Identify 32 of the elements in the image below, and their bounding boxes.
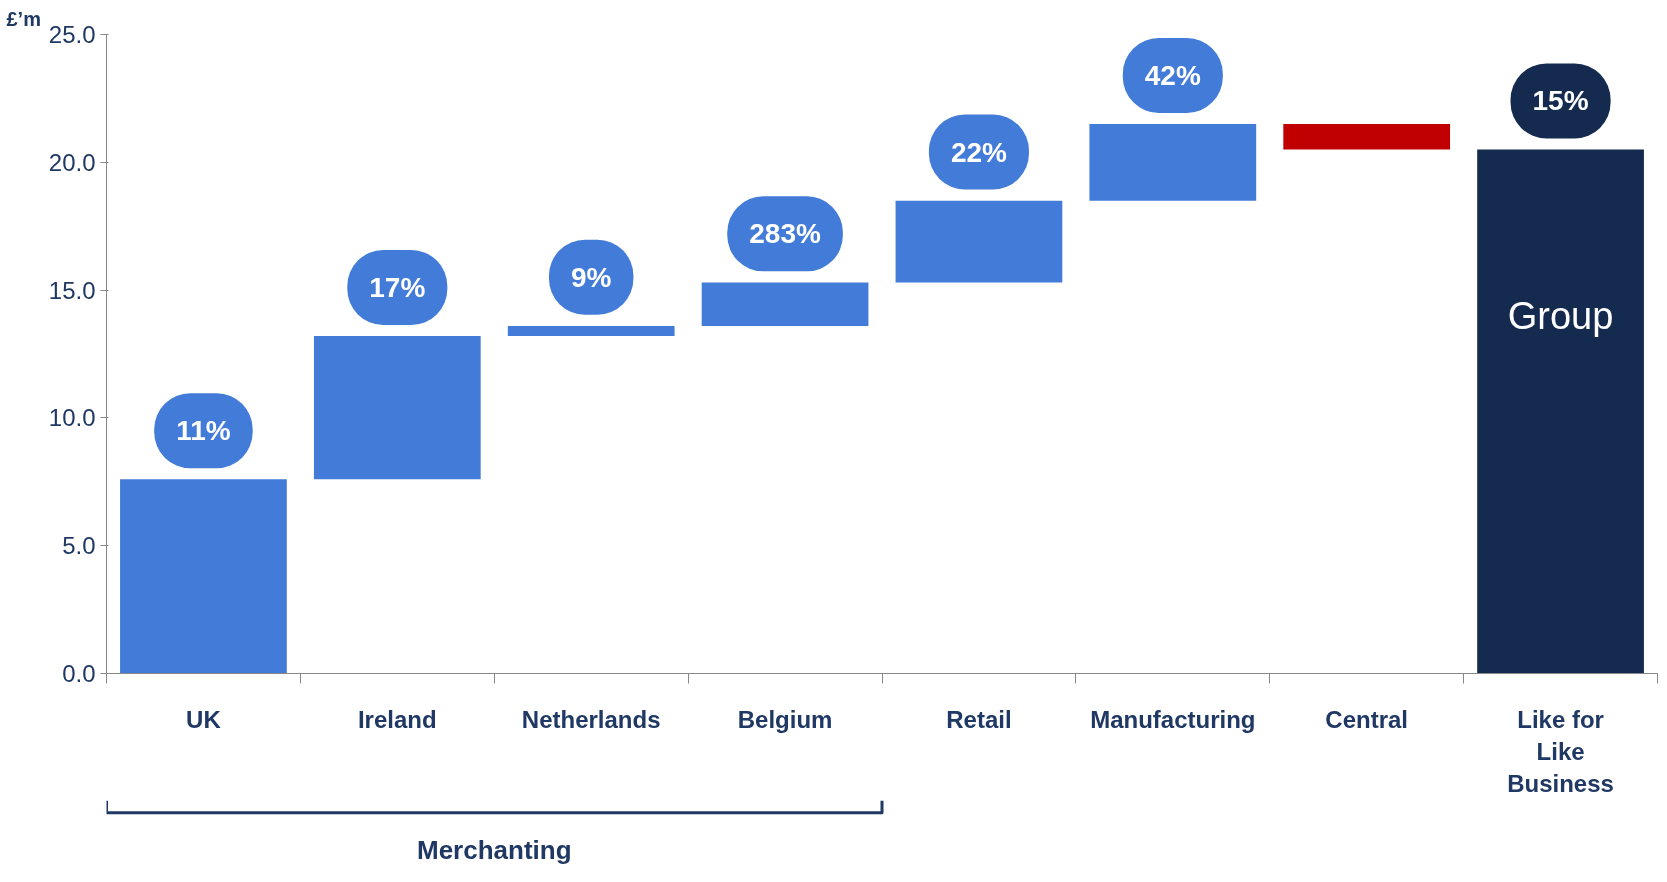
y-axis-title: £’m (6, 7, 41, 30)
annotation: 22% (950, 136, 1008, 168)
text: Merchanting (416, 834, 572, 865)
y-tick-label: 5.0 (62, 532, 96, 560)
x-tick-label: Retail (946, 705, 1012, 733)
bar (1477, 149, 1644, 674)
annotation: 11% (176, 415, 231, 447)
x-tick-label: UK (186, 705, 222, 733)
bar (701, 282, 869, 326)
bar (120, 479, 287, 674)
annotation: Group (1507, 294, 1614, 337)
bar (895, 200, 1063, 283)
y-tick-label: 25.0 (48, 21, 96, 48)
bar (1283, 123, 1451, 150)
bar (507, 325, 675, 337)
annotation: 42% (1144, 59, 1201, 91)
x-tick-label: Ireland (357, 705, 437, 733)
x-tick-label: Manufacturing (1090, 705, 1256, 733)
y-tick-label: 10.0 (48, 404, 96, 432)
annotation: 17% (369, 272, 426, 304)
annotation: 9% (570, 261, 612, 293)
bar (1089, 123, 1257, 201)
x-tick-label: Netherlands (521, 705, 661, 733)
y-tick-label: 20.0 (48, 148, 96, 176)
y-tick-label: 0.0 (62, 660, 96, 687)
y-tick-label: 15.0 (48, 276, 96, 304)
x-tick-label: Belgium (737, 705, 833, 733)
annotation: 283% (749, 218, 821, 250)
annotation: 15% (1532, 85, 1589, 117)
x-tick-label: Like for Like Business (1507, 705, 1614, 798)
bar (313, 336, 481, 480)
x-tick-label: Central (1325, 705, 1409, 733)
